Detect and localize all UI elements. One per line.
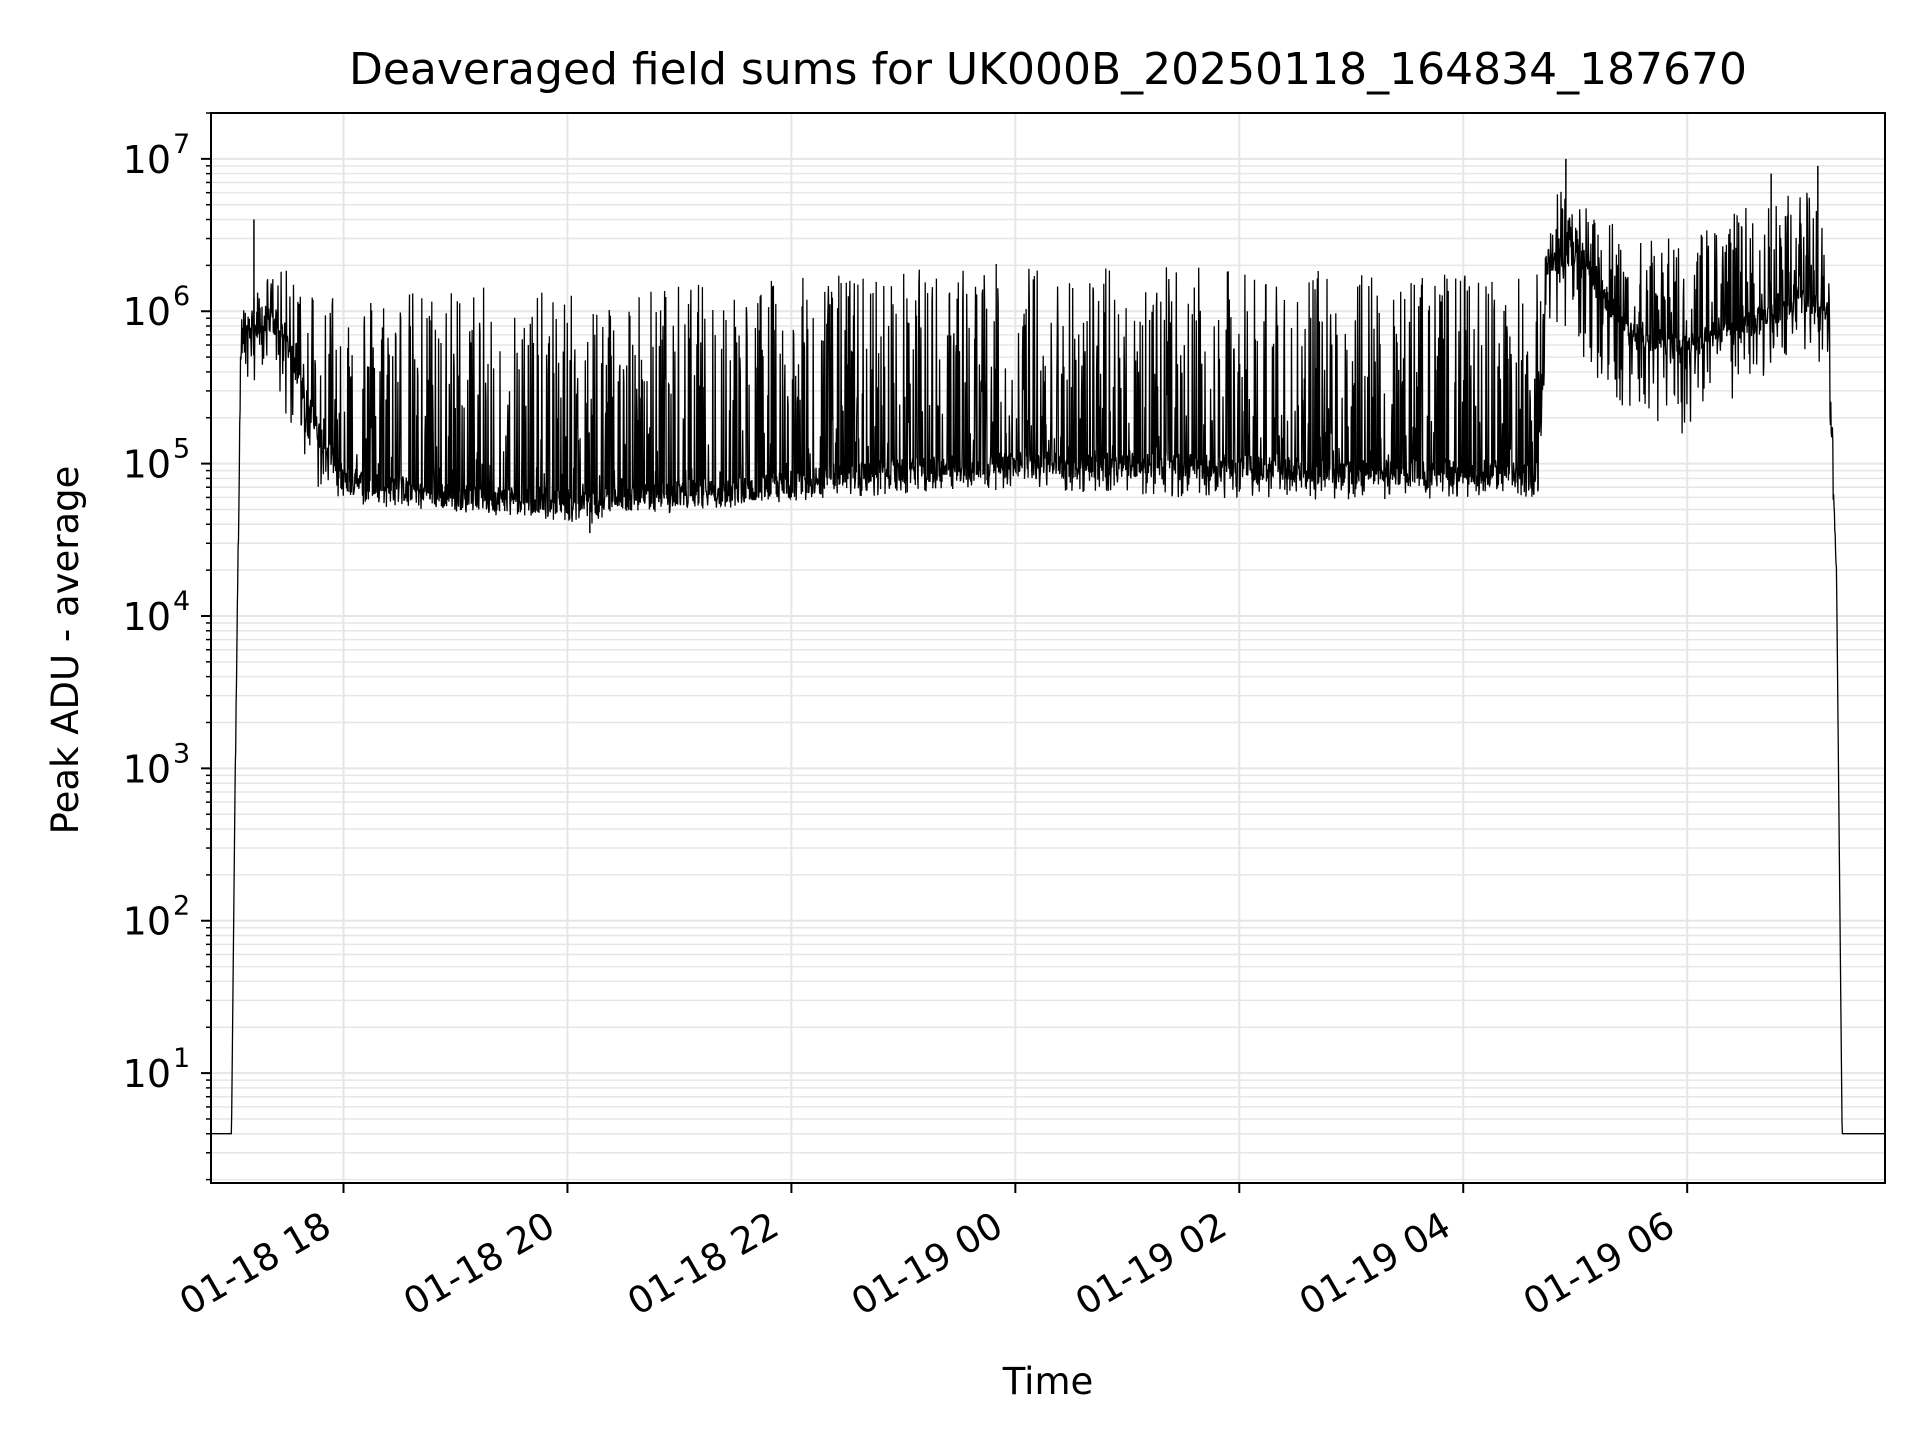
y-tick-exponent: 6	[173, 281, 190, 312]
y-tick-label: 10	[123, 290, 171, 334]
y-tick-label: 10	[123, 747, 171, 791]
y-tick-label: 10	[123, 900, 171, 944]
y-tick-exponent: 2	[173, 891, 190, 922]
y-tick-exponent: 7	[173, 129, 190, 160]
chart-title: Deaveraged field sums for UK000B_2025011…	[349, 44, 1747, 95]
y-tick-label: 10	[123, 595, 171, 639]
y-axis-label: Peak ADU - average	[44, 466, 87, 835]
y-tick-label: 10	[123, 443, 171, 487]
y-tick-exponent: 1	[173, 1043, 190, 1074]
plot-area-frame	[210, 112, 1886, 1184]
y-tick-exponent: 5	[173, 434, 190, 465]
series-line	[211, 191, 1885, 1135]
y-tick-label: 10	[123, 138, 171, 182]
data-series	[211, 158, 1885, 1135]
grid-lines	[211, 112, 1885, 1183]
y-tick-label: 10	[123, 1052, 171, 1096]
y-tick-exponent: 3	[173, 738, 190, 769]
x-axis-label: Time	[1002, 1360, 1094, 1403]
y-tick-exponent: 4	[173, 586, 190, 617]
